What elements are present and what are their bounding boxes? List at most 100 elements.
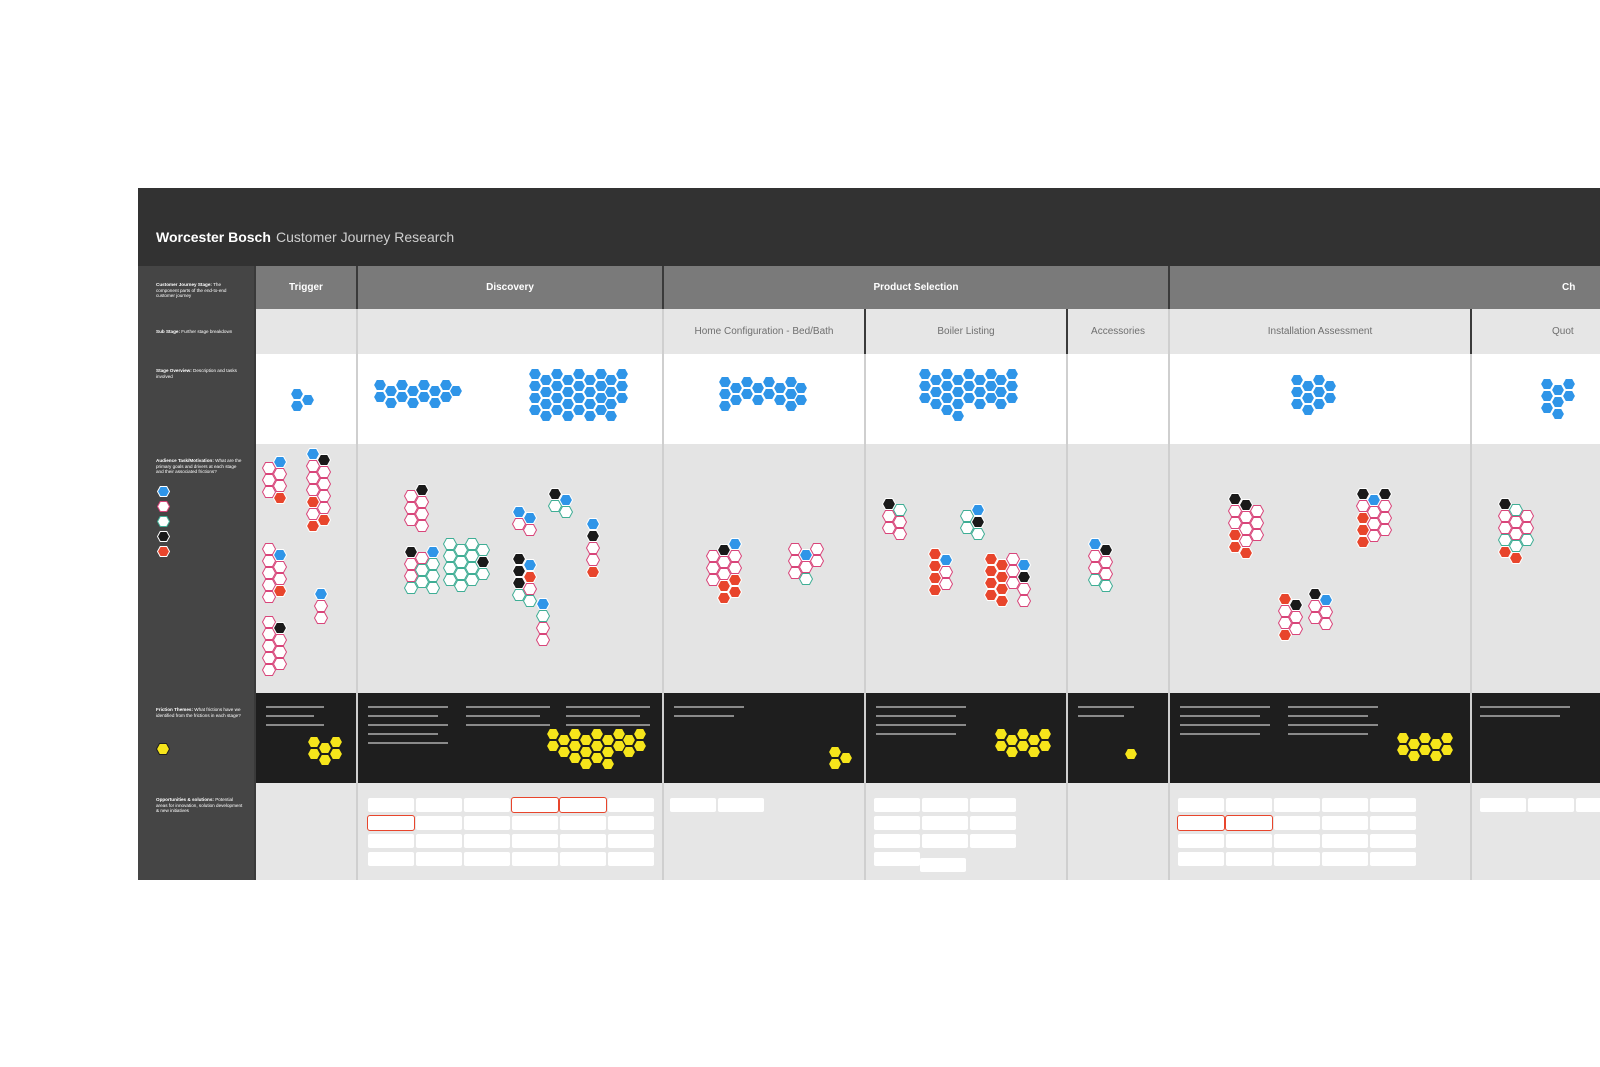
hex-note-icon[interactable] bbox=[512, 589, 526, 601]
hex-note-icon[interactable] bbox=[1540, 378, 1554, 390]
hex-note-icon[interactable] bbox=[316, 490, 331, 502]
hex-note-icon[interactable] bbox=[1026, 746, 1041, 758]
hex-note-icon[interactable] bbox=[314, 588, 328, 600]
blue-hex-icon[interactable] bbox=[157, 486, 170, 497]
hex-note-icon[interactable] bbox=[589, 728, 604, 740]
opportunity-card[interactable] bbox=[416, 798, 462, 812]
hex-note-icon[interactable] bbox=[809, 555, 824, 567]
hex-note-icon[interactable] bbox=[272, 480, 287, 492]
opportunity-card[interactable] bbox=[1370, 834, 1416, 848]
hex-note-icon[interactable] bbox=[262, 616, 276, 628]
hex-note-icon[interactable] bbox=[586, 566, 600, 578]
hex-note-icon[interactable] bbox=[1540, 402, 1554, 414]
hex-note-icon[interactable] bbox=[772, 382, 787, 394]
hex-note-icon[interactable] bbox=[404, 502, 418, 514]
hex-note-icon[interactable] bbox=[549, 392, 564, 404]
opportunity-card[interactable] bbox=[1322, 834, 1368, 848]
opportunity-card[interactable] bbox=[464, 852, 510, 866]
hex-note-icon[interactable] bbox=[1088, 550, 1102, 562]
hex-note-icon[interactable] bbox=[328, 736, 343, 748]
hex-note-icon[interactable] bbox=[1300, 392, 1315, 404]
hex-note-icon[interactable] bbox=[538, 398, 553, 410]
opportunity-card[interactable] bbox=[874, 798, 920, 812]
hex-note-icon[interactable] bbox=[1026, 734, 1041, 746]
hex-note-icon[interactable] bbox=[611, 740, 626, 752]
hex-note-icon[interactable] bbox=[272, 646, 287, 658]
hex-note-icon[interactable] bbox=[453, 568, 468, 580]
hex-note-icon[interactable] bbox=[314, 600, 328, 612]
hex-note-icon[interactable] bbox=[798, 549, 813, 561]
hex-note-icon[interactable] bbox=[571, 368, 586, 380]
hex-note-icon[interactable] bbox=[536, 622, 550, 634]
opportunity-card[interactable] bbox=[560, 834, 606, 848]
hex-note-icon[interactable] bbox=[972, 398, 987, 410]
hex-note-icon[interactable] bbox=[589, 752, 604, 764]
hex-note-icon[interactable] bbox=[950, 398, 965, 410]
hex-note-icon[interactable] bbox=[1098, 568, 1113, 580]
hex-note-icon[interactable] bbox=[928, 560, 942, 572]
hex-note-icon[interactable] bbox=[262, 628, 276, 640]
hex-note-icon[interactable] bbox=[548, 500, 562, 512]
hex-note-icon[interactable] bbox=[961, 368, 976, 380]
hex-note-icon[interactable] bbox=[961, 392, 976, 404]
hex-note-icon[interactable] bbox=[449, 385, 464, 397]
substage-quote[interactable]: Quot bbox=[1472, 309, 1600, 354]
hex-note-icon[interactable] bbox=[1088, 574, 1102, 586]
hex-note-icon[interactable] bbox=[600, 746, 615, 758]
hex-note-icon[interactable] bbox=[1356, 524, 1370, 536]
hex-note-icon[interactable] bbox=[414, 564, 429, 576]
hex-note-icon[interactable] bbox=[938, 554, 953, 566]
hex-note-icon[interactable] bbox=[892, 516, 907, 528]
hex-note-icon[interactable] bbox=[788, 555, 802, 567]
hex-note-icon[interactable] bbox=[1124, 748, 1138, 760]
hex-note-icon[interactable] bbox=[427, 397, 442, 409]
hex-note-icon[interactable] bbox=[1228, 493, 1242, 505]
hex-note-icon[interactable] bbox=[1088, 538, 1102, 550]
hex-note-icon[interactable] bbox=[272, 456, 287, 468]
hex-note-icon[interactable] bbox=[892, 504, 907, 516]
hex-note-icon[interactable] bbox=[556, 734, 571, 746]
hex-note-icon[interactable] bbox=[262, 474, 276, 486]
hex-note-icon[interactable] bbox=[272, 573, 287, 585]
yellow-hex-icon[interactable] bbox=[156, 743, 170, 755]
hex-note-icon[interactable] bbox=[272, 561, 287, 573]
hex-note-icon[interactable] bbox=[783, 376, 798, 388]
hex-note-icon[interactable] bbox=[438, 391, 453, 403]
hex-note-icon[interactable] bbox=[739, 376, 754, 388]
hex-note-icon[interactable] bbox=[972, 386, 987, 398]
hex-note-icon[interactable] bbox=[1377, 512, 1392, 524]
hex-note-icon[interactable] bbox=[1228, 517, 1242, 529]
hex-note-icon[interactable] bbox=[453, 556, 468, 568]
hex-note-icon[interactable] bbox=[404, 570, 418, 582]
hex-note-icon[interactable] bbox=[512, 565, 526, 577]
hex-note-icon[interactable] bbox=[928, 398, 943, 410]
hex-note-icon[interactable] bbox=[788, 543, 802, 555]
hex-note-icon[interactable] bbox=[512, 518, 526, 530]
opportunity-card[interactable] bbox=[1322, 852, 1368, 866]
hex-note-icon[interactable] bbox=[783, 388, 798, 400]
hex-note-icon[interactable] bbox=[994, 740, 1008, 752]
hex-note-icon[interactable] bbox=[727, 586, 742, 598]
substage-home-config[interactable]: Home Configuration - Bed/Bath bbox=[664, 309, 864, 354]
hex-note-icon[interactable] bbox=[970, 504, 985, 516]
hex-note-icon[interactable] bbox=[961, 380, 976, 392]
hex-note-icon[interactable] bbox=[1290, 386, 1304, 398]
hex-note-icon[interactable] bbox=[1037, 740, 1052, 752]
hex-note-icon[interactable] bbox=[950, 374, 965, 386]
hex-note-icon[interactable] bbox=[994, 386, 1009, 398]
black-hex-icon[interactable] bbox=[157, 531, 170, 542]
hex-note-icon[interactable] bbox=[1005, 392, 1020, 404]
hex-note-icon[interactable] bbox=[1318, 594, 1333, 606]
hex-note-icon[interactable] bbox=[950, 410, 965, 422]
hex-note-icon[interactable] bbox=[615, 368, 630, 380]
hex-note-icon[interactable] bbox=[522, 559, 537, 571]
opportunity-card[interactable] bbox=[922, 834, 968, 848]
opportunity-card[interactable] bbox=[512, 816, 558, 830]
hex-note-icon[interactable] bbox=[950, 386, 965, 398]
hex-note-icon[interactable] bbox=[1288, 599, 1303, 611]
hex-note-icon[interactable] bbox=[798, 573, 813, 585]
opportunity-card[interactable] bbox=[368, 798, 414, 812]
hex-note-icon[interactable] bbox=[1366, 530, 1381, 542]
hex-note-icon[interactable] bbox=[464, 574, 479, 586]
hex-note-icon[interactable] bbox=[828, 758, 842, 770]
